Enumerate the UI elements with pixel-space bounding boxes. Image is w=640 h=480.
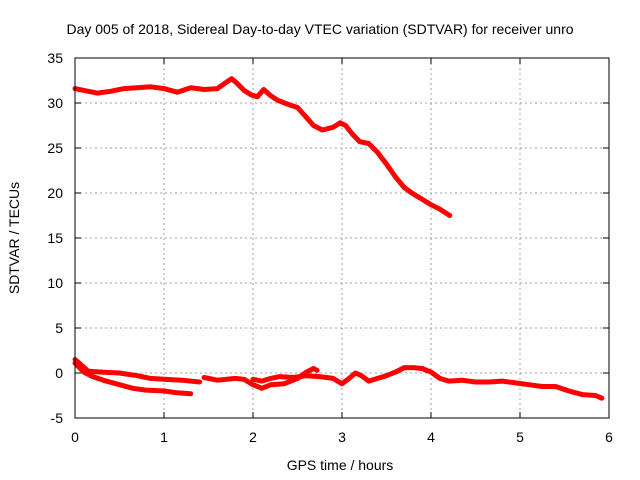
y-axis-label: SDTVAR / TECUs: [6, 182, 22, 294]
x-axis-label: GPS time / hours: [287, 457, 394, 473]
x-tick-label: 6: [605, 429, 613, 445]
series-line-upper-track: [72, 76, 453, 218]
series-line-lower-track-b: [72, 357, 203, 385]
series-line-lower-track-c: [201, 366, 320, 391]
chart-title: Day 005 of 2018, Sidereal Day-to-day VTE…: [66, 21, 573, 37]
x-tick-label: 0: [71, 429, 79, 445]
x-tick-label: 5: [516, 429, 524, 445]
series-group: [72, 76, 605, 401]
series-line-lower-track-a: [72, 360, 194, 397]
y-tick-label: 15: [47, 230, 63, 246]
y-tick-label: 30: [47, 95, 63, 111]
y-tick-label: -5: [51, 410, 64, 426]
grid: [75, 58, 609, 418]
y-tick-label: 20: [47, 185, 63, 201]
series-line-lower-track-d: [250, 365, 605, 401]
x-tick-label: 2: [249, 429, 257, 445]
x-tick-label: 1: [160, 429, 168, 445]
y-tick-label: 5: [55, 320, 63, 336]
tick-group: 0 1 2 3 4 5 6 -5 0 5 10 15 20 25 30 35: [47, 50, 613, 445]
x-tick-label: 4: [427, 429, 435, 445]
y-tick-label: 10: [47, 275, 63, 291]
x-tick-label: 3: [338, 429, 346, 445]
y-tick-label: 25: [47, 140, 63, 156]
y-tick-label: 0: [55, 365, 63, 381]
y-tick-label: 35: [47, 50, 63, 66]
